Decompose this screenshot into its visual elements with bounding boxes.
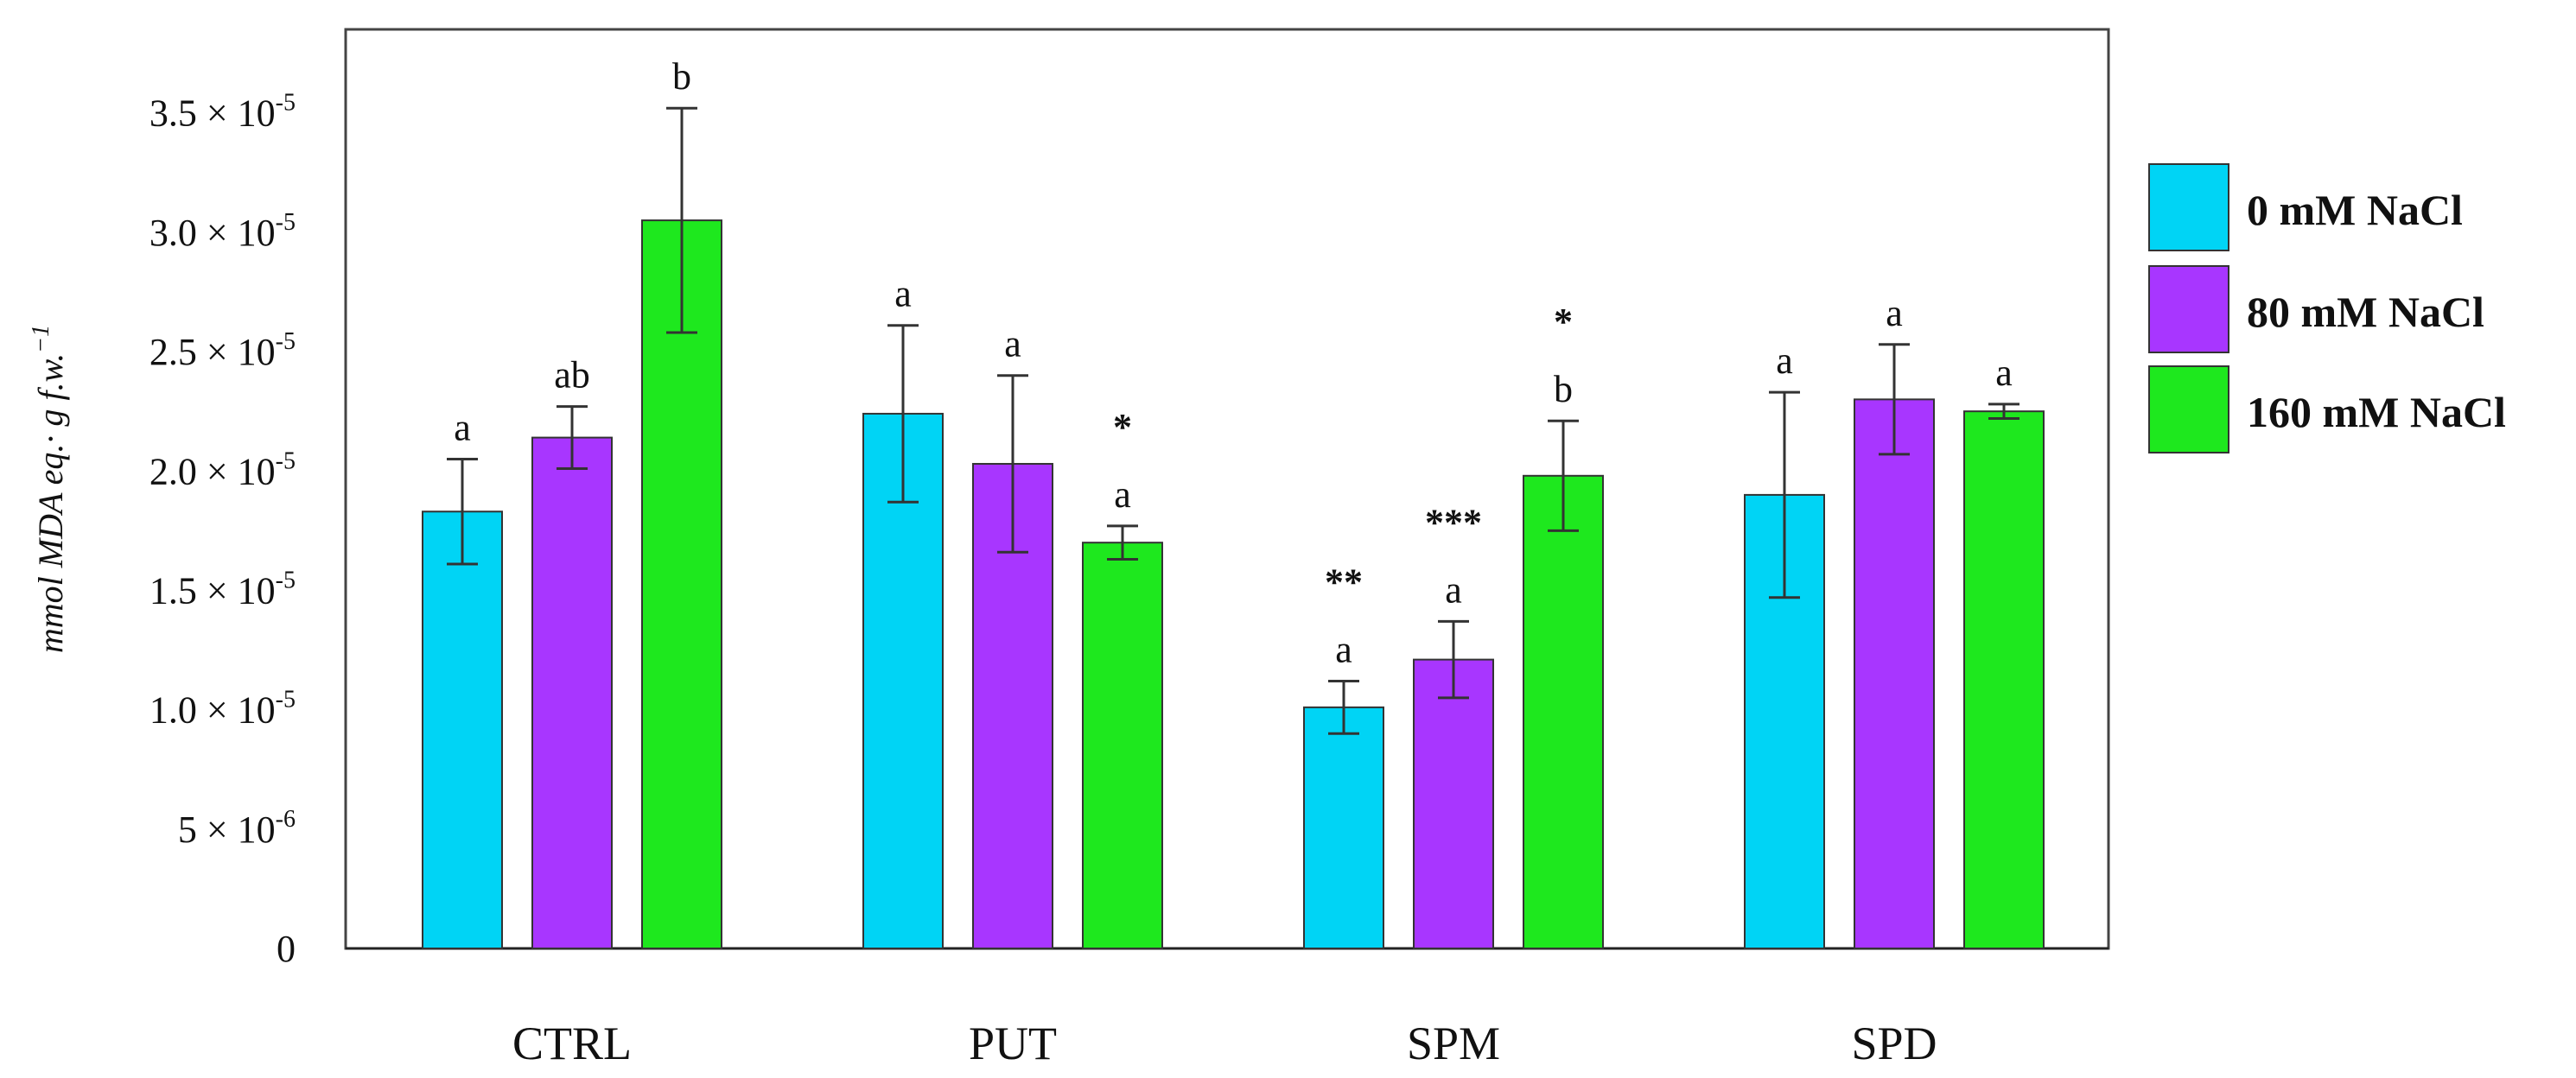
- y-tick-label: 1.5 × 10-5: [149, 567, 296, 612]
- x-category-label: SPM: [1407, 1018, 1500, 1069]
- significance-letter: b: [1554, 368, 1573, 410]
- y-axis-title-exponent: −1: [28, 325, 54, 353]
- significance-letter: a: [1114, 473, 1131, 516]
- bar: [1303, 706, 1384, 949]
- y-tick-label-exponent: -5: [276, 209, 296, 236]
- y-tick-label-base: 1.5 × 10: [149, 569, 276, 612]
- legend: 0 mM NaCl 80 mM NaCl 160 mM NaCl: [2148, 163, 2506, 453]
- significance-letter: a: [454, 406, 471, 448]
- y-tick-label-base: 0: [277, 928, 296, 970]
- y-tick-label-base: 1.0 × 10: [149, 689, 276, 732]
- y-tick-label: 0: [277, 928, 296, 970]
- significance-letter: a: [1886, 292, 1903, 334]
- bar: [531, 436, 613, 949]
- legend-swatch: [2148, 365, 2229, 453]
- bar-group: a ab b a a a * a ** a *** b * a a a: [422, 55, 2045, 950]
- bar: [1963, 410, 2045, 949]
- significance-letter: a: [1776, 339, 1793, 382]
- y-tick-label: 1.0 × 10-5: [149, 687, 296, 732]
- y-axis-ticks: 05 × 10-61.0 × 10-51.5 × 10-52.0 × 10-52…: [149, 90, 296, 970]
- legend-label: 160 mM NaCl: [2247, 388, 2506, 436]
- significance-letter: a: [894, 273, 912, 315]
- y-tick-label-exponent: -5: [276, 328, 296, 355]
- significance-stars: *: [1554, 301, 1573, 343]
- bar: [1523, 474, 1604, 949]
- significance-letter: a: [1335, 628, 1352, 670]
- significance-letter: ab: [554, 354, 590, 396]
- significance-letter: b: [672, 55, 691, 98]
- x-category-label: PUT: [969, 1018, 1057, 1069]
- x-category-label: SPD: [1851, 1018, 1937, 1069]
- legend-label: 80 mM NaCl: [2247, 288, 2484, 336]
- y-tick-label-base: 3.5 × 10: [149, 92, 276, 135]
- y-tick-label-exponent: -5: [276, 447, 296, 474]
- bar: [1413, 658, 1494, 949]
- x-category-label: CTRL: [512, 1018, 632, 1069]
- significance-stars: **: [1325, 561, 1363, 603]
- y-tick-label-exponent: -5: [276, 687, 296, 713]
- y-tick-label-exponent: -5: [276, 567, 296, 593]
- y-tick-label-exponent: -6: [276, 806, 296, 833]
- category-labels: CTRL PUT SPM SPD: [512, 1018, 1937, 1069]
- significance-stars: *: [1113, 406, 1132, 448]
- y-tick-label: 2.5 × 10-5: [149, 328, 296, 373]
- y-tick-label-base: 5 × 10: [178, 808, 276, 851]
- significance-stars: ***: [1425, 501, 1482, 543]
- bar: [641, 219, 722, 950]
- y-tick-label: 3.5 × 10-5: [149, 90, 296, 135]
- y-tick-label: 3.0 × 10-5: [149, 209, 296, 254]
- legend-swatch: [2148, 163, 2229, 251]
- bar: [422, 510, 503, 949]
- legend-swatch: [2148, 265, 2229, 353]
- legend-label: 0 mM NaCl: [2247, 186, 2463, 234]
- significance-letter: a: [1004, 323, 1021, 365]
- y-axis-title: mmol MDA eq.· g f.w.−1: [28, 325, 70, 653]
- y-tick-label-base: 2.5 × 10: [149, 331, 276, 373]
- y-tick-label: 5 × 10-6: [178, 806, 296, 851]
- y-tick-label-base: 3.0 × 10: [149, 212, 276, 254]
- significance-letter: a: [1995, 352, 2013, 394]
- y-tick-label-exponent: -5: [276, 90, 296, 117]
- y-tick-label: 2.0 × 10-5: [149, 447, 296, 492]
- y-axis-title-text: mmol MDA eq.· g f.w.: [31, 353, 70, 653]
- bar: [1854, 398, 1935, 949]
- y-tick-label-base: 2.0 × 10: [149, 450, 276, 492]
- bar: [1082, 542, 1163, 949]
- significance-letter: a: [1445, 568, 1462, 611]
